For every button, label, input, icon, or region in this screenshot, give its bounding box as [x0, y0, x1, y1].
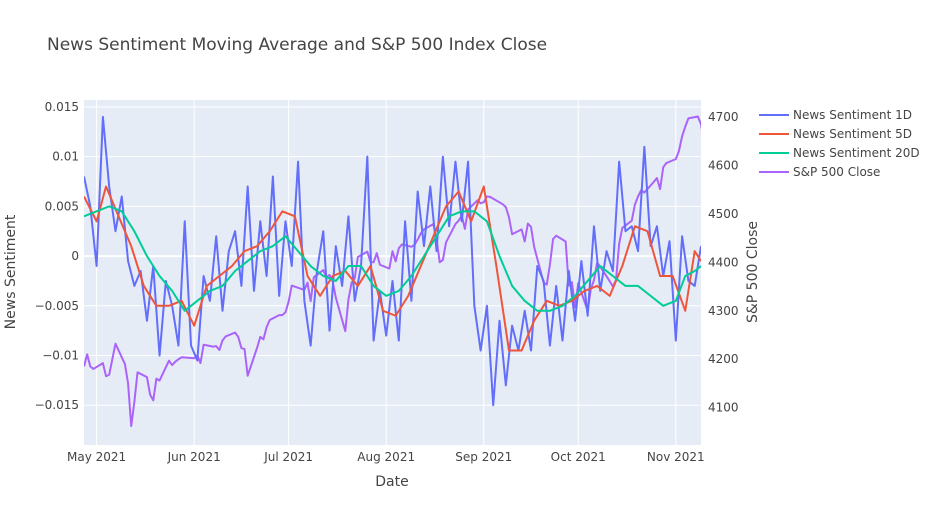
y2-tick-label: 4500 — [708, 207, 739, 221]
legend-item[interactable]: News Sentiment 1D — [759, 108, 912, 122]
y2-tick-label: 4300 — [708, 304, 739, 318]
legend-label: News Sentiment 20D — [793, 146, 920, 160]
legend-item[interactable]: News Sentiment 5D — [759, 127, 912, 141]
legend-label: News Sentiment 1D — [793, 108, 912, 122]
x-tick-label: May 2021 — [67, 450, 126, 464]
y-tick-label: 0.01 — [52, 150, 79, 164]
legend-label: S&P 500 Close — [793, 165, 880, 179]
y2-tick-label: 4100 — [708, 401, 739, 415]
series-layer — [84, 115, 701, 428]
y-axis-ticks: 0.015 0.01 0.005 0 −0.005 −0.01 −0.015 — [35, 100, 79, 412]
x-tick-label: Oct 2021 — [551, 450, 606, 464]
x-tick-label: Jul 2021 — [263, 450, 313, 464]
legend: News Sentiment 1D News Sentiment 5D News S… — [759, 108, 920, 179]
y2-tick-label: 4600 — [708, 158, 739, 172]
y2-axis-title: S&P 500 Close — [745, 221, 761, 323]
y2-tick-label: 4700 — [708, 110, 739, 124]
y-tick-label: 0.015 — [45, 100, 79, 114]
legend-item[interactable]: News Sentiment 20D — [759, 146, 920, 160]
x-axis-title: Date — [375, 474, 408, 490]
y-tick-label: −0.015 — [35, 398, 79, 412]
y-tick-label: −0.01 — [42, 349, 79, 363]
y-axis-title: News Sentiment — [3, 214, 19, 329]
y2-tick-label: 4400 — [708, 255, 739, 269]
y-tick-label: 0.005 — [45, 199, 79, 213]
legend-label: News Sentiment 5D — [793, 127, 912, 141]
y2-axis-ticks: 4100 4200 4300 4400 4500 4600 4700 — [708, 110, 739, 415]
legend-item[interactable]: S&P 500 Close — [759, 165, 880, 179]
x-axis-ticks: May 2021 Jun 2021 Jul 2021 Aug 2021 Sep 2021… — [67, 450, 705, 464]
chart-title: News Sentiment Moving Average and S&P 50… — [47, 35, 547, 55]
x-tick-label: Jun 2021 — [167, 450, 221, 464]
y2-tick-label: 4200 — [708, 352, 739, 366]
x-tick-label: Aug 2021 — [357, 450, 415, 464]
x-tick-label: Nov 2021 — [647, 450, 705, 464]
series-line-news-sentiment-20d — [84, 205, 701, 312]
y-tick-label: 0 — [71, 249, 79, 263]
x-tick-label: Sep 2021 — [455, 450, 512, 464]
y-tick-label: −0.005 — [35, 299, 79, 313]
